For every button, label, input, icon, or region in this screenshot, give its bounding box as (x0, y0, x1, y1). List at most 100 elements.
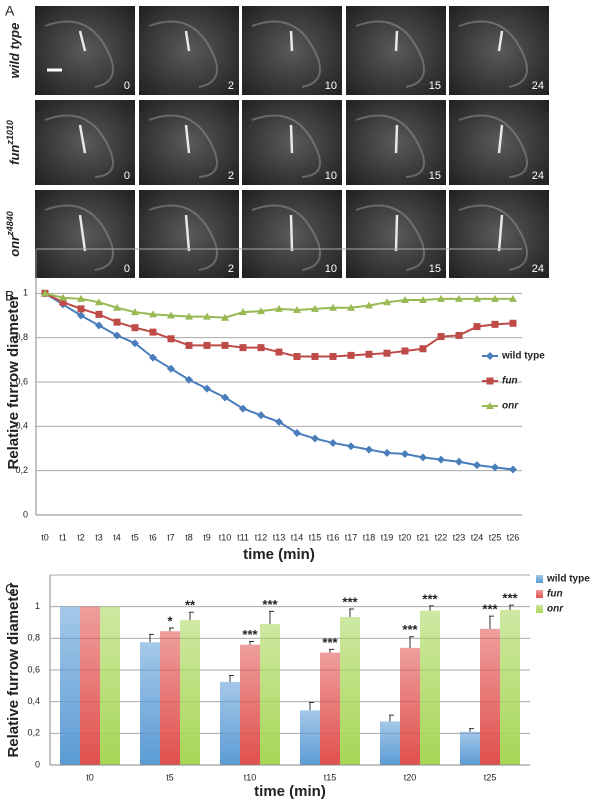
furrow (78, 124, 87, 154)
marker (329, 438, 337, 447)
marker (473, 323, 481, 331)
x-tick-label: t26 (507, 532, 520, 542)
marker (221, 341, 229, 349)
significance: *** (242, 627, 258, 642)
significance: *** (322, 635, 338, 650)
marker (311, 304, 319, 312)
bar (140, 642, 160, 765)
furrow (78, 30, 87, 52)
time-label: 10 (325, 170, 337, 182)
y-tick-label: 0,4 (15, 421, 28, 431)
furrow (497, 30, 504, 52)
y-axis-title: Relative furrow diameter (5, 582, 22, 757)
y-tick-label: 0,6 (27, 664, 40, 674)
significance: *** (422, 591, 438, 606)
x-tick-label: t7 (167, 532, 175, 542)
x-tick-label: t19 (381, 532, 394, 542)
marker (509, 465, 517, 474)
bar (480, 628, 500, 765)
marker (185, 375, 193, 384)
marker (203, 341, 211, 349)
furrow (289, 30, 294, 52)
marker (239, 344, 247, 352)
furrow (497, 214, 504, 252)
marker (59, 293, 67, 301)
row-allele: z4840 (5, 211, 15, 237)
x-axis-title: time (min) (243, 546, 315, 563)
furrow (289, 124, 294, 154)
marker (437, 455, 445, 464)
error-bar (189, 611, 194, 621)
x-tick-label: t1 (59, 532, 67, 542)
marker (77, 305, 85, 313)
legend-label: wild type (546, 574, 590, 585)
y-tick-label: 0,6 (15, 376, 28, 386)
marker (491, 320, 499, 328)
marker (329, 353, 337, 361)
bar (420, 610, 440, 765)
micrograph (139, 190, 239, 278)
bar (100, 606, 120, 765)
marker (365, 445, 373, 454)
marker (401, 295, 409, 303)
x-tick-label: t5 (131, 532, 139, 542)
error-bar (389, 714, 394, 722)
micrograph (35, 190, 135, 278)
bar (60, 606, 80, 765)
error-bar (169, 627, 174, 632)
x-tick-label: t0 (41, 532, 49, 542)
x-tick-label: t10 (244, 772, 257, 782)
x-tick-label: t25 (484, 772, 497, 782)
x-tick-label: t2 (77, 532, 85, 542)
marker (113, 303, 121, 311)
marker (167, 335, 175, 343)
x-tick-label: t17 (345, 532, 358, 542)
marker (347, 351, 355, 359)
bar (220, 681, 240, 765)
significance: *** (402, 622, 418, 637)
time-label: 15 (429, 170, 441, 182)
marker (486, 402, 494, 409)
furrow (184, 124, 191, 154)
furrow (184, 214, 191, 252)
x-tick-label: t3 (95, 532, 103, 542)
time-label: 2 (228, 263, 234, 275)
row-label: onrz4840 (5, 211, 22, 256)
x-tick-label: t25 (489, 532, 502, 542)
cell-outline (458, 204, 528, 271)
x-tick-label: t20 (404, 772, 417, 782)
x-tick-label: t6 (149, 532, 157, 542)
time-label: 2 (228, 170, 234, 182)
x-tick-label: t20 (399, 532, 412, 542)
y-tick-label: 1 (23, 288, 28, 298)
marker (131, 308, 139, 316)
time-label: 0 (124, 263, 130, 275)
marker (329, 303, 337, 311)
bar (340, 616, 360, 765)
micrograph (35, 100, 135, 185)
panel-label: A (5, 3, 15, 19)
marker (257, 307, 265, 315)
cell-outline (355, 114, 425, 178)
bar (80, 606, 100, 765)
error-bar (329, 648, 334, 653)
bar (160, 631, 180, 765)
bar (380, 721, 400, 765)
marker (293, 353, 301, 361)
time-label: 24 (532, 170, 544, 182)
marker (473, 461, 481, 470)
marker (383, 349, 391, 357)
marker (77, 311, 85, 320)
marker (95, 321, 103, 330)
marker (257, 344, 265, 352)
x-tick-label: t22 (435, 532, 448, 542)
marker (509, 319, 517, 327)
x-tick-label: t15 (309, 532, 322, 542)
error-bar (269, 610, 274, 625)
y-tick-label: 1 (35, 601, 40, 611)
furrow (184, 30, 191, 52)
marker (95, 298, 103, 306)
error-bar (349, 608, 354, 617)
x-axis-title: time (min) (254, 783, 326, 800)
